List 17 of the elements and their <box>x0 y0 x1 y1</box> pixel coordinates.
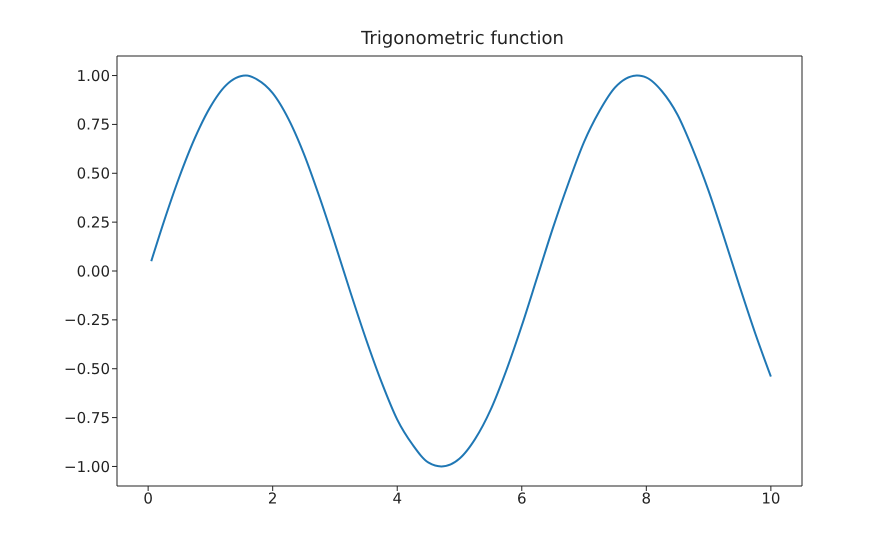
x-tick-label: 10 <box>761 490 780 508</box>
x-tick-label: 0 <box>143 490 153 508</box>
y-tick-label: 0.50 <box>76 164 110 183</box>
line-series <box>150 74 772 468</box>
y-tick-label: −1.00 <box>64 458 110 476</box>
y-tick-label: 0.00 <box>76 262 110 280</box>
y-tick-label: −0.50 <box>64 360 110 378</box>
y-tick-label: −0.25 <box>64 311 110 330</box>
x-tick-label: 6 <box>517 490 527 508</box>
y-tick-label: 0.25 <box>76 213 110 232</box>
x-tick-label: 4 <box>392 490 402 508</box>
chart-title: Trigonometric function <box>360 28 565 49</box>
x-tick-label: 8 <box>642 490 652 508</box>
x-tick-label: 2 <box>268 490 278 508</box>
y-tick-label: 0.75 <box>76 116 110 134</box>
y-tick-label: −0.75 <box>64 408 110 427</box>
y-tick-label: 1.00 <box>76 66 110 85</box>
